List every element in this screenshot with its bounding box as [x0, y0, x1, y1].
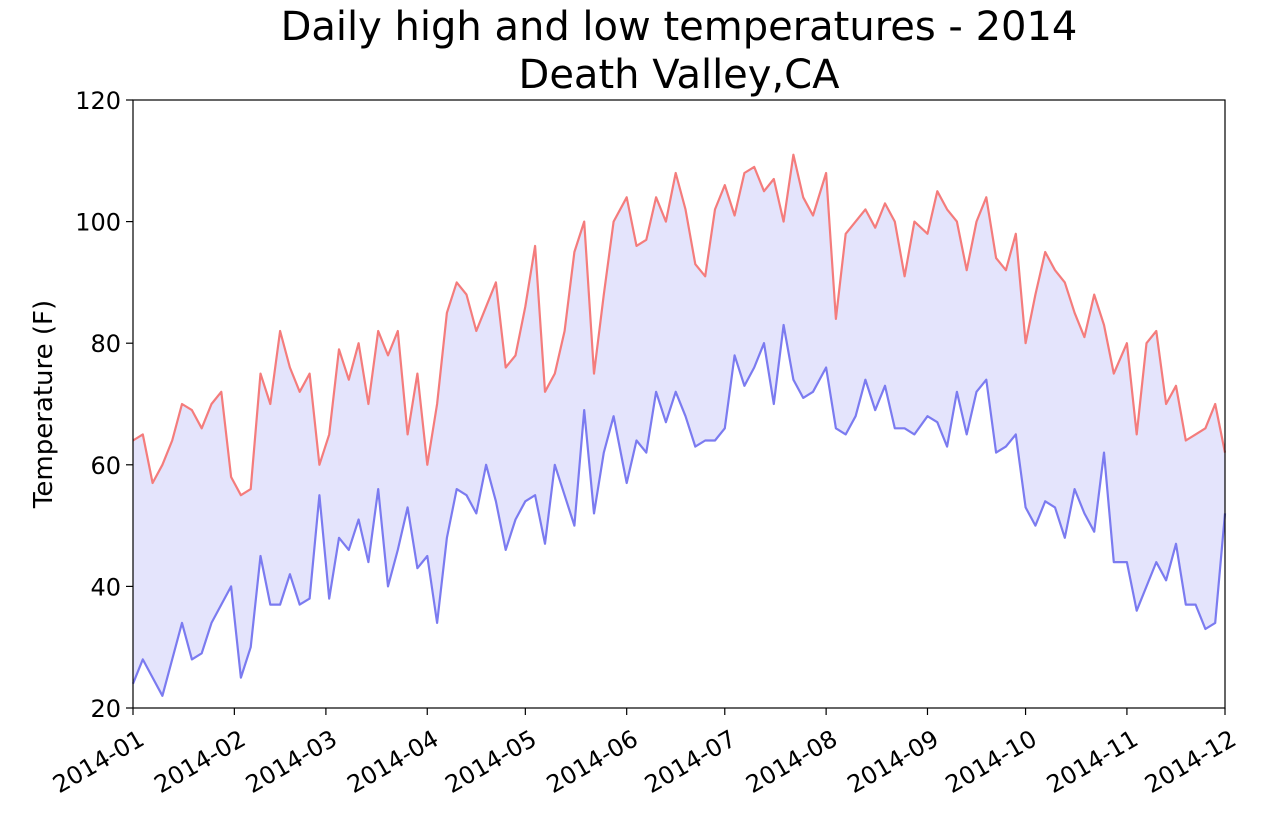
plot-area-frame — [132, 99, 1226, 709]
y-axis: 20 40 60 80 100 120 — [75, 87, 133, 723]
x-tick-label: 2014-10 — [941, 725, 1042, 799]
y-tick-label: 100 — [75, 209, 121, 237]
x-tick-label: 2014-03 — [241, 725, 342, 799]
y-tick-label: 60 — [90, 452, 121, 480]
x-tick-label: 2014-04 — [342, 725, 443, 799]
chart-title: Daily high and low temperatures - 2014 — [281, 4, 1078, 50]
y-tick-label: 40 — [90, 573, 121, 601]
x-tick-label: 2014-07 — [640, 725, 741, 799]
x-tick-label: 2014-12 — [1140, 725, 1241, 799]
x-tick-label: 2014-02 — [150, 725, 251, 799]
y-axis-label: Temperature (F) — [29, 300, 59, 509]
x-tick-label: 2014-05 — [440, 725, 541, 799]
x-tick-label: 2014-11 — [1042, 725, 1143, 799]
y-tick-label: 80 — [90, 330, 121, 358]
y-tick-label: 20 — [90, 695, 121, 723]
x-tick-label: 2014-09 — [843, 725, 944, 799]
high-low-fill-band — [133, 154, 1225, 696]
y-tick-label: 120 — [75, 87, 121, 115]
x-tick-label: 2014-06 — [542, 725, 643, 799]
daily-high-line — [132, 153, 1227, 497]
daily-low-line — [131, 323, 1227, 697]
x-tick-label: 2014-08 — [741, 725, 842, 799]
x-tick-label: 2014-01 — [48, 725, 149, 799]
chart-subtitle: Death Valley,CA — [519, 52, 841, 98]
